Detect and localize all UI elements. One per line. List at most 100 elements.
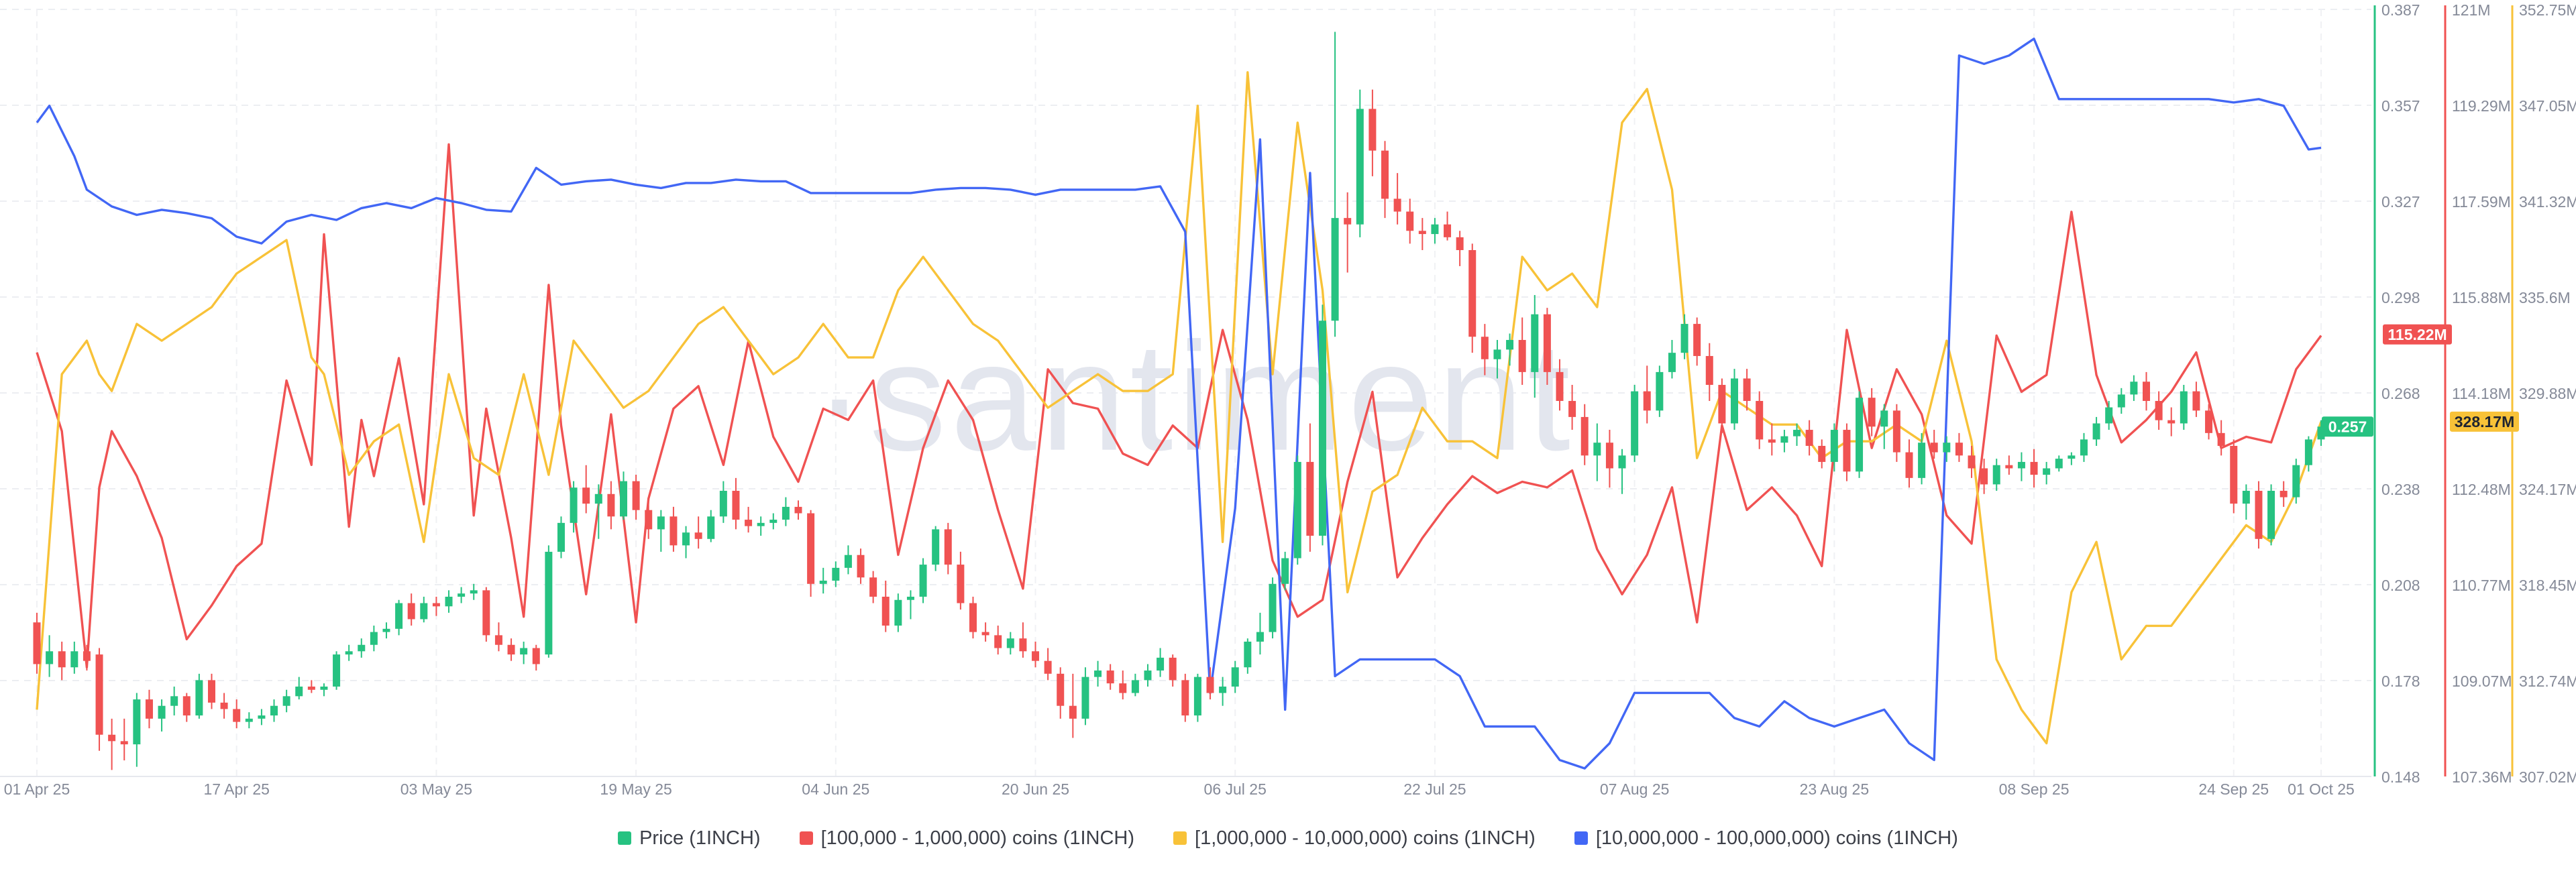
candle-body (1344, 218, 1352, 225)
candle-body (1206, 677, 1214, 693)
candle-body (932, 529, 940, 565)
legend-item-10m[interactable]: [10,000,000 - 100,000,000) coins (1INCH) (1574, 827, 1958, 850)
axis-tick-label-c1m: 352.75M (2519, 1, 2576, 19)
candle-body (1593, 443, 1601, 456)
axis-tick-label-price: 0.178 (2381, 673, 2420, 690)
current-value-badge-price (2322, 416, 2373, 437)
x-tick-label: 07 Aug 25 (1600, 780, 1670, 798)
candle-body (1518, 340, 1526, 372)
x-tick-label: 03 May 25 (400, 780, 472, 798)
candle-body (133, 699, 141, 745)
axis-tick-label-price: 0.238 (2381, 481, 2420, 498)
candle-body (2105, 407, 2113, 424)
candle-body (1368, 109, 1377, 151)
candle-body (258, 715, 266, 719)
legend-label-price: Price (1INCH) (639, 827, 761, 849)
candle-body (382, 628, 390, 632)
candle-body (719, 490, 727, 517)
candle-body (2192, 391, 2200, 411)
candle-body (1231, 667, 1239, 687)
candle-body (969, 603, 977, 632)
candle-body (233, 709, 241, 722)
current-value-badge-c1m (2450, 411, 2519, 432)
candle-body (1193, 677, 1201, 716)
legend-item-1m[interactable]: [1,000,000 - 10,000,000) coins (1INCH) (1173, 827, 1536, 850)
candle-body (1568, 400, 1576, 417)
candle-body (607, 493, 615, 517)
axis-tick-label-price: 0.387 (2381, 1, 2420, 19)
candle-body (1032, 651, 1040, 661)
candle-body (1144, 670, 1152, 681)
x-tick-label: 08 Sep 25 (1999, 780, 2070, 798)
axis-tick-label-c100k: 107.36M (2452, 768, 2512, 786)
candle-body (1618, 455, 1626, 469)
candle-body (582, 487, 590, 504)
candle-body (1556, 371, 1564, 401)
candle-body (2092, 423, 2100, 440)
legend-swatch-100k (799, 831, 813, 845)
candle-body (1668, 353, 1676, 372)
candle-body (1131, 680, 1139, 693)
legend-item-price[interactable]: Price (1INCH) (618, 827, 761, 850)
x-tick-label: 22 Jul 25 (1403, 780, 1466, 798)
candle-body (557, 522, 565, 552)
current-value-badge-c100k (2383, 324, 2452, 345)
candle-body (1069, 705, 1077, 719)
candle-body (1331, 218, 1339, 321)
candle-body (1431, 224, 1439, 235)
candle-body (1693, 324, 1701, 356)
candle-body (1892, 410, 1900, 453)
legend: Price (1INCH) [100,000 - 1,000,000) coin… (0, 823, 2576, 853)
candle-body (919, 565, 927, 597)
candle-body (1293, 461, 1301, 559)
candle-body (857, 555, 865, 578)
candle-body (270, 705, 278, 716)
candle-body (1531, 314, 1539, 372)
candle-body (1980, 468, 1988, 485)
axis-tick-label-c100k: 115.88M (2452, 289, 2511, 306)
axis-tick-label-c100k: 114.18M (2452, 385, 2511, 402)
candle-body (1943, 443, 1951, 453)
legend-swatch-price (618, 831, 632, 845)
candle-body (1418, 231, 1426, 235)
candle-body (1006, 638, 1014, 648)
candle-body (1955, 443, 1963, 456)
candle-body (844, 555, 852, 568)
candle-body (1219, 686, 1227, 693)
candle-body (669, 516, 678, 546)
candle-body (1406, 211, 1414, 231)
candle-body (1381, 150, 1389, 199)
candle-body (1930, 443, 1938, 453)
candle-body (645, 510, 653, 530)
candle-body (33, 622, 41, 664)
candle-body (2317, 426, 2325, 440)
axis-tick-label-c1m: 347.05M (2519, 97, 2576, 115)
x-tick-label: 06 Jul 25 (1204, 780, 1267, 798)
candle-body (2267, 490, 2275, 539)
candle-body (545, 551, 553, 655)
candle-body (1081, 677, 1089, 719)
candle-body (1444, 224, 1452, 237)
candle-body (1393, 198, 1401, 212)
axis-tick-label-c100k: 109.07M (2452, 673, 2512, 690)
candle-body (1318, 320, 1326, 536)
candle-body (58, 651, 66, 668)
candle-body (520, 648, 528, 655)
legend-item-100k[interactable]: [100,000 - 1,000,000) coins (1INCH) (799, 827, 1134, 850)
candle-body (83, 651, 91, 661)
candle-body (320, 686, 328, 690)
candle-body (869, 577, 877, 597)
x-tick-label: 01 Oct 25 (2288, 780, 2355, 798)
candle-body (1169, 657, 1177, 681)
candle-body (694, 532, 702, 539)
candle-body (1094, 670, 1102, 677)
legend-swatch-1m (1173, 831, 1187, 845)
current-value-label-c1m: 328.17M (2455, 413, 2515, 430)
axis-tick-label-c1m: 329.88M (2519, 385, 2576, 402)
current-value-label-c100k: 115.22M (2387, 326, 2447, 343)
candle-body (282, 696, 290, 706)
candle-body (420, 603, 428, 620)
candle-body (1743, 378, 1751, 401)
axis-tick-label-c100k: 110.77M (2452, 577, 2511, 594)
axis-tick-label-c100k: 117.59M (2452, 193, 2511, 211)
